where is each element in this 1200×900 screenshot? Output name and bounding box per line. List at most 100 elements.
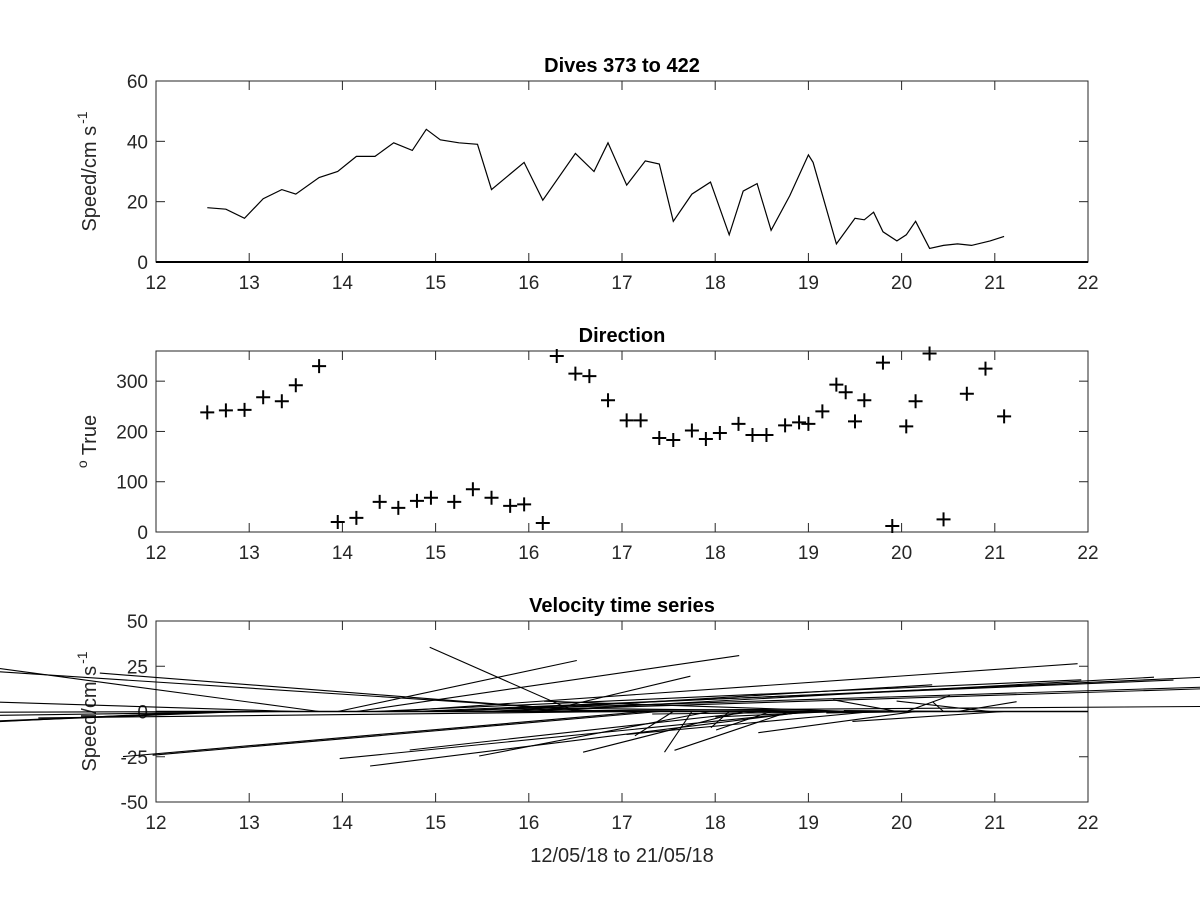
x-tick-label: 12: [145, 543, 166, 564]
x-tick-label: 21: [984, 813, 1005, 834]
direction-point: [391, 500, 406, 515]
velocity-stick: [356, 655, 740, 713]
direction-point: [409, 493, 424, 508]
direction-point: [885, 518, 900, 533]
direction-point: [698, 431, 713, 446]
y-tick-label: 60: [127, 72, 148, 93]
velocity-stick: [0, 710, 264, 713]
velocity-stick: [543, 700, 856, 713]
y-tick-label: 0: [137, 523, 148, 544]
x-tick-label: 12: [145, 813, 166, 834]
direction-point: [875, 355, 890, 370]
y-tick-label: 0: [137, 253, 148, 274]
x-tick-label: 17: [611, 273, 632, 294]
y-tick-label: -50: [121, 793, 148, 814]
velocity-stick: [337, 659, 577, 713]
x-tick-label: 20: [891, 543, 912, 564]
velocity-stick: [477, 688, 1200, 713]
direction-point: [256, 390, 271, 405]
x-tick-label: 15: [425, 543, 446, 564]
y-tick-label: 40: [127, 132, 148, 153]
direction-point: [423, 490, 438, 505]
x-tick-label: 15: [425, 273, 446, 294]
velocity-stick: [843, 710, 972, 713]
y-tick-label: 20: [127, 193, 148, 214]
x-tick-label: 19: [798, 543, 819, 564]
direction-point: [652, 430, 667, 445]
velocity-stick: [833, 699, 898, 713]
velocity-stick: [429, 646, 576, 713]
direction-point: [778, 418, 793, 433]
x-tick-label: 16: [518, 813, 539, 834]
axes-box: [155, 80, 1089, 263]
x-tick-label: 21: [984, 543, 1005, 564]
direction-point: [731, 416, 746, 431]
direction-point: [535, 515, 550, 530]
y-tick-label: -25: [121, 748, 148, 769]
x-tick-label: 22: [1077, 813, 1098, 834]
velocity-stick: [626, 710, 874, 735]
velocity-stick: [0, 710, 282, 716]
velocity-stick: [932, 701, 944, 712]
direction-point: [237, 402, 252, 417]
y-axis-label-text: Speed/cm s: [79, 666, 101, 772]
velocity-stick: [0, 671, 609, 713]
direction-point: [792, 415, 807, 430]
direction-point: [801, 416, 816, 431]
y-axis-label-prefix-superscript: o: [74, 460, 90, 468]
chart-title: Dives 373 to 422: [544, 55, 700, 77]
direction-point: [666, 432, 681, 447]
direction-point: [447, 494, 462, 509]
x-tick-label: 14: [332, 273, 354, 294]
direction-point: [465, 482, 480, 497]
velocity-stick: [374, 679, 1082, 713]
y-axis-label: Speed/cm s -1: [74, 651, 101, 771]
y-tick-label: 50: [127, 612, 148, 633]
velocity-stick: [426, 686, 1200, 713]
velocity-stick: [664, 711, 693, 753]
direction-point: [517, 497, 532, 512]
velocity-stick: [122, 710, 646, 758]
direction-point: [759, 427, 774, 442]
direction-point: [712, 425, 727, 440]
direction-point: [200, 405, 215, 420]
direction-point: [568, 366, 583, 381]
velocity-stick: [440, 676, 1200, 713]
x-tick-label: 20: [891, 813, 912, 834]
direction-point: [601, 393, 616, 408]
direction-point: [218, 403, 233, 418]
velocity-stick: [38, 710, 627, 719]
direction-point: [349, 510, 364, 525]
y-axis-label-text: True: [79, 415, 101, 455]
velocity-stick: [852, 710, 1005, 722]
direction-point: [549, 349, 564, 364]
direction-point: [936, 512, 951, 527]
direction-point: [330, 514, 345, 529]
x-tick-label: 18: [705, 813, 726, 834]
x-tick-label: 22: [1077, 273, 1098, 294]
direction-panel: 12 13 14 15 16 17 18 19 20 21 22 0 100 200 300 Directio…: [74, 325, 1099, 564]
speed-panel: 12 13 14 15 16 17 18 19 20 21 22 0 20 40 60 Dives 373 t…: [74, 55, 1099, 294]
direction-point: [619, 413, 634, 428]
x-tick-label: 16: [518, 273, 539, 294]
direction-point: [745, 427, 760, 442]
direction-point: [899, 419, 914, 434]
direction-point: [922, 346, 937, 361]
velocity-stick: [370, 710, 809, 767]
y-tick-label: 100: [116, 473, 148, 494]
x-tick-label: 13: [239, 543, 260, 564]
direction-point: [633, 413, 648, 428]
velocity-stick: [957, 701, 1017, 713]
x-tick-label: 15: [425, 813, 446, 834]
direction-point: [857, 393, 872, 408]
direction-point: [978, 361, 993, 376]
x-tick-label: 16: [518, 543, 539, 564]
y-tick-label: 200: [116, 422, 148, 443]
x-tick-label: 21: [984, 273, 1005, 294]
velocity-stick: [896, 700, 991, 713]
y-axis-label-superscript: -1: [74, 111, 90, 124]
direction-point: [288, 378, 303, 393]
velocity-stick: [710, 711, 730, 729]
velocity-stick: [0, 701, 296, 713]
